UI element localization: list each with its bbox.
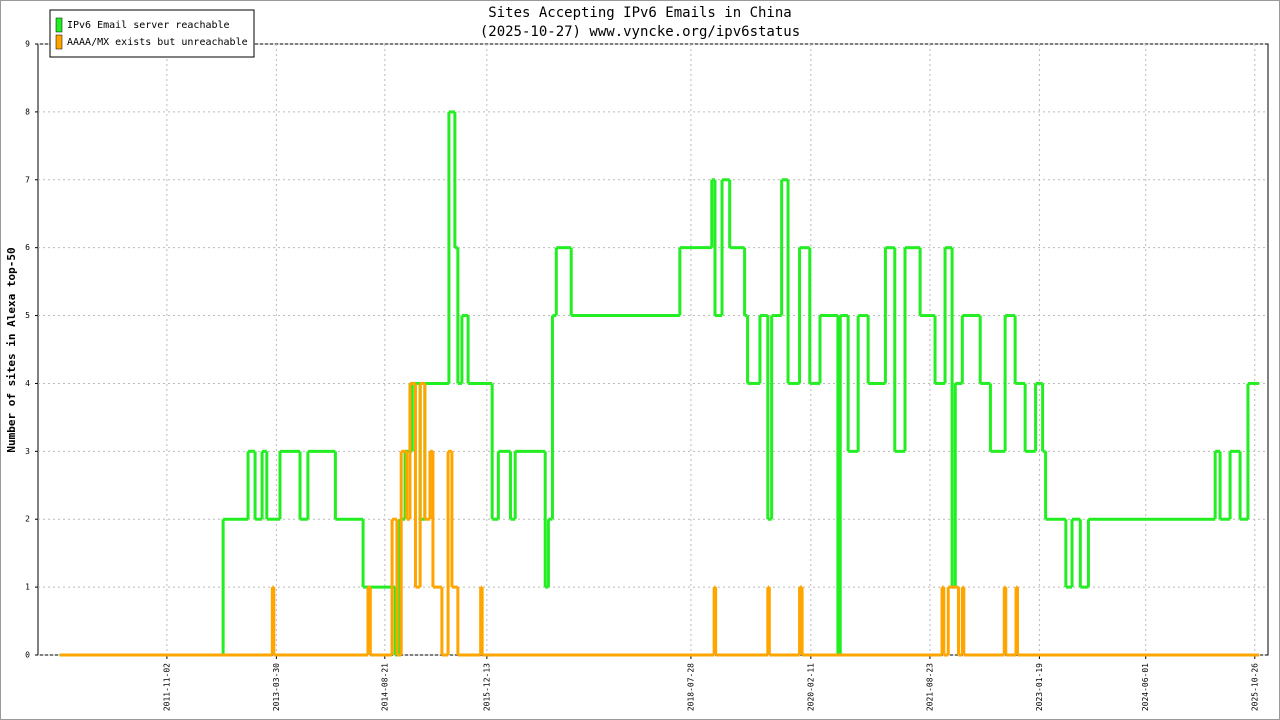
y-tick-label: 0 bbox=[25, 651, 30, 660]
x-tick-label: 2024-06-01 bbox=[1141, 663, 1150, 711]
y-tick-label: 6 bbox=[25, 243, 30, 252]
y-axis-label: Number of sites in Alexa top-50 bbox=[5, 247, 18, 452]
y-tick-label: 2 bbox=[25, 515, 30, 524]
x-tick-label: 2023-01-19 bbox=[1035, 663, 1044, 711]
x-tick-label: 2011-11-02 bbox=[162, 663, 171, 711]
x-tick-label: 2018-07-28 bbox=[686, 663, 695, 711]
y-tick-label: 9 bbox=[25, 40, 30, 49]
chart-subtitle: (2025-10-27) www.vyncke.org/ipv6status bbox=[480, 24, 800, 40]
x-tick-label: 2020-02-11 bbox=[806, 663, 815, 711]
x-tick-label: 2013-03-30 bbox=[272, 663, 281, 711]
x-tick-label: 2025-10-26 bbox=[1250, 663, 1259, 711]
y-tick-label: 1 bbox=[25, 583, 30, 592]
y-tick-label: 3 bbox=[25, 447, 30, 456]
legend-box bbox=[49, 9, 255, 58]
legend-swatch bbox=[55, 34, 63, 50]
legend-swatch bbox=[55, 17, 63, 33]
y-tick-label: 7 bbox=[25, 175, 30, 184]
x-tick-label: 2015-12-13 bbox=[482, 663, 491, 711]
x-tick-label: 2014-08-21 bbox=[380, 663, 389, 711]
y-tick-label: 5 bbox=[25, 311, 30, 320]
legend-label: AAAA/MX exists but unreachable bbox=[67, 37, 248, 48]
legend-label: IPv6 Email server reachable bbox=[67, 20, 230, 31]
x-tick-label: 2021-08-23 bbox=[925, 663, 934, 711]
y-tick-label: 4 bbox=[25, 379, 30, 388]
y-tick-label: 8 bbox=[25, 107, 30, 116]
chart-title: Sites Accepting IPv6 Emails in China bbox=[488, 5, 791, 21]
